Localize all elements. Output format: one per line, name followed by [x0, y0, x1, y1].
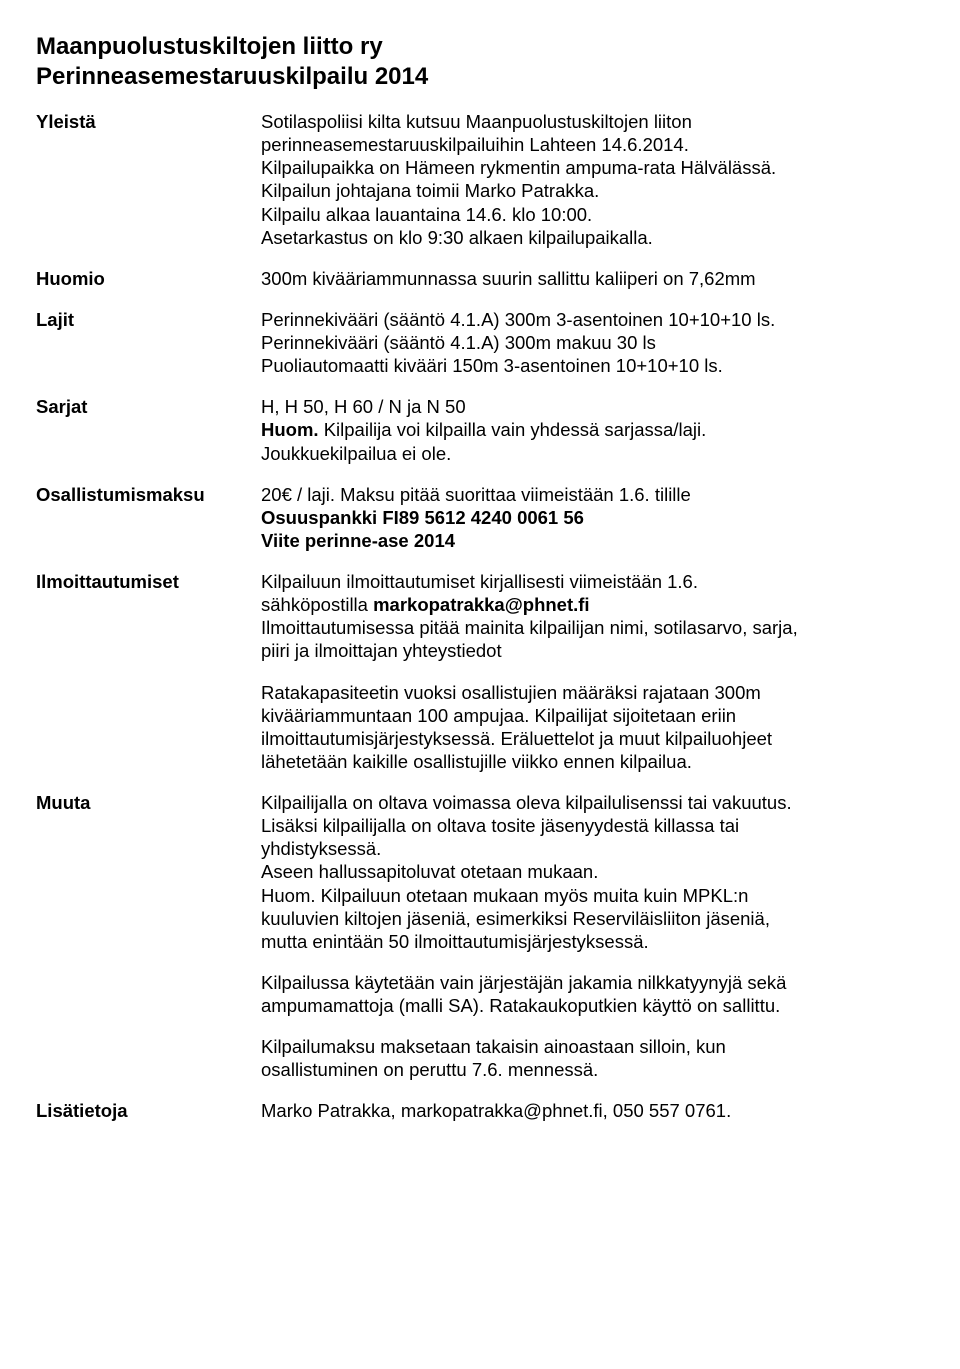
text-line: Aseen hallussapitoluvat otetaan mukaan. [261, 860, 924, 883]
section-lajit: Lajit Perinnekivääri (sääntö 4.1.A) 300m… [36, 308, 924, 377]
text-line: Asetarkastus on klo 9:30 alkaen kilpailu… [261, 226, 924, 249]
body-yleista: Sotilaspoliisi kilta kutsuu Maanpuolustu… [261, 110, 924, 249]
section-lisatietoja: Lisätietoja Marko Patrakka, markopatrakk… [36, 1099, 924, 1122]
text-line: Huom. Kilpailija voi kilpailla vain yhde… [261, 418, 924, 441]
label-lisatietoja: Lisätietoja [36, 1099, 261, 1122]
text-line: Kilpailijalla on oltava voimassa oleva k… [261, 791, 924, 814]
text-line: 20€ / laji. Maksu pitää suorittaa viimei… [261, 483, 924, 506]
text-line: 300m kivääriammunnassa suurin sallittu k… [261, 267, 924, 290]
label-yleista: Yleistä [36, 110, 261, 249]
text-line: Ilmoittautumisessa pitää mainita kilpail… [261, 616, 924, 639]
body-lisatietoja: Marko Patrakka, markopatrakka@phnet.fi, … [261, 1099, 924, 1122]
section-yleista: Yleistä Sotilaspoliisi kilta kutsuu Maan… [36, 110, 924, 249]
title-line-2: Perinneasemestaruuskilpailu 2014 [36, 62, 924, 92]
document-title: Maanpuolustuskiltojen liitto ry Perinnea… [36, 32, 924, 92]
section-osallistumismaksu: Osallistumismaksu 20€ / laji. Maksu pitä… [36, 483, 924, 552]
body-muuta: Kilpailijalla on oltava voimassa oleva k… [261, 791, 924, 1081]
text-line: osallistuminen on peruttu 7.6. mennessä. [261, 1058, 924, 1081]
document-page: Maanpuolustuskiltojen liitto ry Perinnea… [0, 0, 960, 1369]
text-line: Viite perinne-ase 2014 [261, 529, 924, 552]
text-span: sähköpostilla [261, 594, 373, 615]
text-line: Kilpailun johtajana toimii Marko Patrakk… [261, 179, 924, 202]
text-line: lähetetään kaikille osallistujille viikk… [261, 750, 924, 773]
body-huomio: 300m kivääriammunnassa suurin sallittu k… [261, 267, 924, 290]
body-osallistumismaksu: 20€ / laji. Maksu pitää suorittaa viimei… [261, 483, 924, 552]
paragraph: Kilpailussa käytetään vain järjestäjän j… [261, 971, 924, 1017]
text-line: Kilpailuun ilmoittautumiset kirjallisest… [261, 570, 924, 593]
label-ilmoittautumiset: Ilmoittautumiset [36, 570, 261, 773]
text-line: Lisäksi kilpailijalla on oltava tosite j… [261, 814, 924, 837]
paragraph: Ratakapasiteetin vuoksi osallistujien mä… [261, 681, 924, 774]
text-line: kuuluvien kiltojen jäseniä, esimerkiksi … [261, 907, 924, 930]
email-bold: markopatrakka@phnet.fi [373, 594, 589, 615]
bank-bold: Osuuspankki FI89 5612 4240 0061 56 [261, 507, 584, 528]
section-muuta: Muuta Kilpailijalla on oltava voimassa o… [36, 791, 924, 1081]
body-ilmoittautumiset: Kilpailuun ilmoittautumiset kirjallisest… [261, 570, 924, 773]
section-ilmoittautumiset: Ilmoittautumiset Kilpailuun ilmoittautum… [36, 570, 924, 773]
text-line: Joukkuekilpailua ei ole. [261, 442, 924, 465]
text-line: ampumamattoja (malli SA). Ratakaukoputki… [261, 994, 924, 1017]
label-osallistumismaksu: Osallistumismaksu [36, 483, 261, 552]
body-lajit: Perinnekivääri (sääntö 4.1.A) 300m 3-ase… [261, 308, 924, 377]
text-line: H, H 50, H 60 / N ja N 50 [261, 395, 924, 418]
text-line: Marko Patrakka, markopatrakka@phnet.fi, … [261, 1099, 924, 1122]
text-line: mutta enintään 50 ilmoittautumisjärjesty… [261, 930, 924, 953]
text-line: Kilpailumaksu maksetaan takaisin ainoast… [261, 1035, 924, 1058]
text-line: Sotilaspoliisi kilta kutsuu Maanpuolustu… [261, 110, 924, 133]
text-line: ilmoittautumisjärjestyksessä. Eräluettel… [261, 727, 924, 750]
text-line: piiri ja ilmoittajan yhteystiedot [261, 639, 924, 662]
section-sarjat: Sarjat H, H 50, H 60 / N ja N 50 Huom. K… [36, 395, 924, 464]
text-line: Kilpailu alkaa lauantaina 14.6. klo 10:0… [261, 203, 924, 226]
section-huomio: Huomio 300m kivääriammunnassa suurin sal… [36, 267, 924, 290]
text-line: Kilpailussa käytetään vain järjestäjän j… [261, 971, 924, 994]
huom-bold: Huom. [261, 419, 324, 440]
label-lajit: Lajit [36, 308, 261, 377]
viite-bold: Viite perinne-ase 2014 [261, 530, 455, 551]
text-line: Osuuspankki FI89 5612 4240 0061 56 [261, 506, 924, 529]
label-huomio: Huomio [36, 267, 261, 290]
text-line: Puoliautomaatti kivääri 150m 3-asentoine… [261, 354, 924, 377]
text-line: Huom. Kilpailuun otetaan mukaan myös mui… [261, 884, 924, 907]
text-line: Kilpailupaikka on Hämeen rykmentin ampum… [261, 156, 924, 179]
text-line: Perinnekivääri (sääntö 4.1.A) 300m 3-ase… [261, 308, 924, 331]
text-span: Kilpailija voi kilpailla vain yhdessä sa… [324, 419, 707, 440]
text-line: sähköpostilla markopatrakka@phnet.fi [261, 593, 924, 616]
label-muuta: Muuta [36, 791, 261, 1081]
title-line-1: Maanpuolustuskiltojen liitto ry [36, 32, 924, 62]
label-sarjat: Sarjat [36, 395, 261, 464]
body-sarjat: H, H 50, H 60 / N ja N 50 Huom. Kilpaili… [261, 395, 924, 464]
paragraph: Kilpailumaksu maksetaan takaisin ainoast… [261, 1035, 924, 1081]
text-line: perinneasemestaruuskilpailuihin Lahteen … [261, 133, 924, 156]
text-line: kivääriammuntaan 100 ampujaa. Kilpailija… [261, 704, 924, 727]
text-line: Ratakapasiteetin vuoksi osallistujien mä… [261, 681, 924, 704]
paragraph: Kilpailuun ilmoittautumiset kirjallisest… [261, 570, 924, 663]
text-line: yhdistyksessä. [261, 837, 924, 860]
paragraph: Kilpailijalla on oltava voimassa oleva k… [261, 791, 924, 953]
text-line: Perinnekivääri (sääntö 4.1.A) 300m makuu… [261, 331, 924, 354]
